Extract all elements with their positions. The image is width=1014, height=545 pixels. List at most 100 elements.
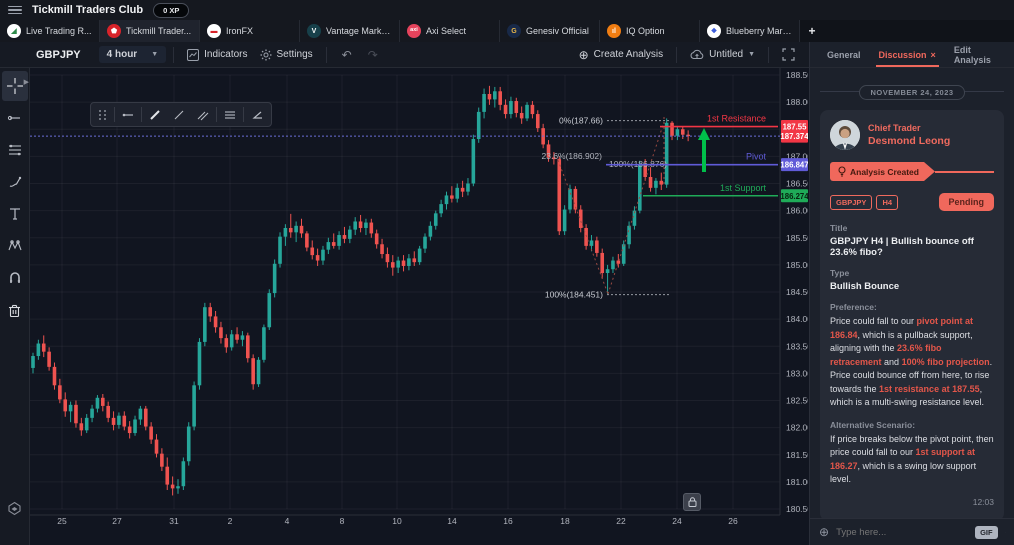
fib-retracement-tool[interactable] bbox=[2, 135, 28, 165]
analysis-type: Bullish Bounce bbox=[830, 281, 900, 292]
symbol-name[interactable]: GBPJPY bbox=[36, 48, 81, 61]
trend-line-thin-tool[interactable] bbox=[167, 104, 191, 125]
fib-projection-line bbox=[607, 121, 665, 295]
candle bbox=[165, 466, 170, 485]
candle bbox=[423, 236, 427, 249]
candle bbox=[84, 417, 89, 431]
trend-line-bold-tool[interactable] bbox=[143, 104, 167, 125]
tab-tickmill-traders[interactable]: ⬟ Tickmill Trader... bbox=[100, 20, 200, 42]
candle bbox=[63, 399, 68, 412]
settings-button[interactable]: Settings bbox=[254, 46, 319, 64]
plus-circle-icon: ⊕ bbox=[578, 47, 589, 62]
magnet-tool[interactable] bbox=[2, 263, 28, 293]
tab-iq-option[interactable]: ıl IQ Option bbox=[600, 20, 700, 42]
horizontal-line-tool[interactable] bbox=[116, 104, 140, 125]
redo-button[interactable]: ↷ bbox=[367, 47, 378, 62]
candle bbox=[530, 104, 535, 115]
undo-button[interactable]: ↶ bbox=[341, 47, 352, 62]
angle-tool[interactable] bbox=[245, 104, 269, 125]
tab-vantage-markets[interactable]: V Vantage Marke... bbox=[300, 20, 400, 42]
crosshair-icon bbox=[6, 78, 23, 94]
candle bbox=[235, 334, 239, 340]
tab-ironfx[interactable]: ▬ IronFX bbox=[200, 20, 300, 42]
tab-general[interactable]: General bbox=[820, 42, 868, 67]
trend-line-tool[interactable] bbox=[2, 103, 28, 133]
close-icon[interactable]: × bbox=[930, 49, 936, 60]
type-label: Type bbox=[830, 268, 850, 278]
tab-discussion[interactable]: Discussion × bbox=[872, 42, 943, 67]
tab-live-trading-room[interactable]: ◢ Live Trading R... bbox=[0, 20, 100, 42]
crosshair-tool[interactable] bbox=[1, 71, 28, 101]
fullscreen-button[interactable] bbox=[776, 45, 801, 64]
status-pending-button[interactable]: Pending bbox=[938, 193, 994, 211]
resistance-label: 1st Resistance bbox=[707, 114, 766, 124]
cube-icon bbox=[8, 501, 21, 515]
tab-label: Tickmill Trader... bbox=[126, 26, 192, 36]
indicators-button[interactable]: Indicators bbox=[181, 46, 253, 64]
svg-text:2: 2 bbox=[228, 516, 233, 526]
candle bbox=[686, 134, 690, 137]
candle bbox=[514, 101, 519, 113]
svg-text:186.847: 186.847 bbox=[780, 161, 808, 170]
cloud-upload-icon bbox=[690, 49, 704, 59]
candle bbox=[417, 248, 422, 263]
gear-icon bbox=[260, 49, 271, 60]
discussion-feed[interactable]: NOVEMBER 24, 2023 Chief Trader Desmond L… bbox=[810, 68, 1014, 518]
candle bbox=[186, 426, 191, 462]
message-input[interactable] bbox=[836, 526, 969, 538]
candle bbox=[267, 293, 272, 328]
menu-icon[interactable] bbox=[8, 5, 22, 15]
rail-expand-icon[interactable]: ▶ bbox=[23, 79, 29, 86]
attach-icon[interactable]: ⊕ bbox=[819, 525, 830, 539]
candle bbox=[611, 260, 615, 270]
candle bbox=[552, 157, 556, 160]
author-role: Chief Trader bbox=[868, 123, 921, 133]
candle bbox=[127, 426, 132, 434]
candle bbox=[471, 139, 476, 184]
author-name[interactable]: Desmond Leong bbox=[868, 135, 951, 147]
price-chart[interactable]: 188.500188.000187.500187.000186.500186.0… bbox=[30, 68, 808, 530]
fib-levels-tool[interactable] bbox=[218, 104, 242, 125]
tab-genesiv-official[interactable]: G Genesiv Official bbox=[500, 20, 600, 42]
svg-text:186.274: 186.274 bbox=[780, 192, 808, 201]
candle bbox=[578, 209, 583, 228]
candle bbox=[654, 180, 658, 188]
parallel-channel-tool[interactable] bbox=[191, 104, 215, 125]
candle bbox=[294, 225, 298, 233]
svg-text:187.55: 187.55 bbox=[783, 123, 808, 132]
svg-text:27: 27 bbox=[112, 516, 122, 526]
pair-badge: GBPJPY bbox=[830, 194, 873, 210]
candle bbox=[412, 258, 417, 263]
tab-label: Axi Select bbox=[426, 26, 467, 36]
tab-label: IronFX bbox=[226, 26, 254, 36]
brush-icon bbox=[9, 176, 21, 187]
svg-text:24: 24 bbox=[672, 516, 682, 526]
svg-text:183.500: 183.500 bbox=[786, 341, 808, 351]
add-tab-button[interactable]: + bbox=[808, 24, 816, 38]
candle bbox=[246, 335, 250, 359]
price-badge bbox=[781, 129, 808, 143]
save-layout-button[interactable]: Untitled ▼ bbox=[684, 46, 761, 63]
date-pill: NOVEMBER 24, 2023 bbox=[859, 85, 965, 100]
object-tree-tool[interactable] bbox=[2, 493, 28, 523]
candle bbox=[364, 222, 368, 228]
svg-text:18: 18 bbox=[560, 516, 570, 526]
pattern-tool[interactable] bbox=[2, 231, 28, 261]
brush-tool[interactable] bbox=[2, 167, 28, 197]
avatar[interactable] bbox=[830, 120, 860, 150]
create-analysis-button[interactable]: ⊕ Create Analysis bbox=[573, 45, 670, 65]
tab-edit-analysis[interactable]: Edit Analysis bbox=[947, 42, 1014, 67]
gif-button[interactable]: GIF bbox=[975, 525, 998, 539]
tab-blueberry-markets[interactable]: ❖ Blueberry Mark... bbox=[700, 20, 800, 42]
tab-axi-select[interactable]: axi Axi Select bbox=[400, 20, 500, 42]
layout-name: Untitled bbox=[709, 49, 744, 60]
candle bbox=[256, 359, 261, 385]
interval-dropdown[interactable]: 4 hour ▼ bbox=[98, 46, 167, 63]
remove-drawings-tool[interactable] bbox=[2, 295, 28, 325]
analysis-card[interactable]: Chief Trader Desmond Leong Analysis Crea… bbox=[820, 110, 1004, 518]
drag-handle[interactable] bbox=[93, 109, 113, 120]
candle bbox=[219, 327, 223, 339]
text-tool[interactable] bbox=[2, 199, 28, 229]
chart-lock-button[interactable] bbox=[683, 493, 701, 511]
analysis-title: GBPJPY H4 | Bullish bounce off 23.6% fib… bbox=[830, 236, 974, 258]
